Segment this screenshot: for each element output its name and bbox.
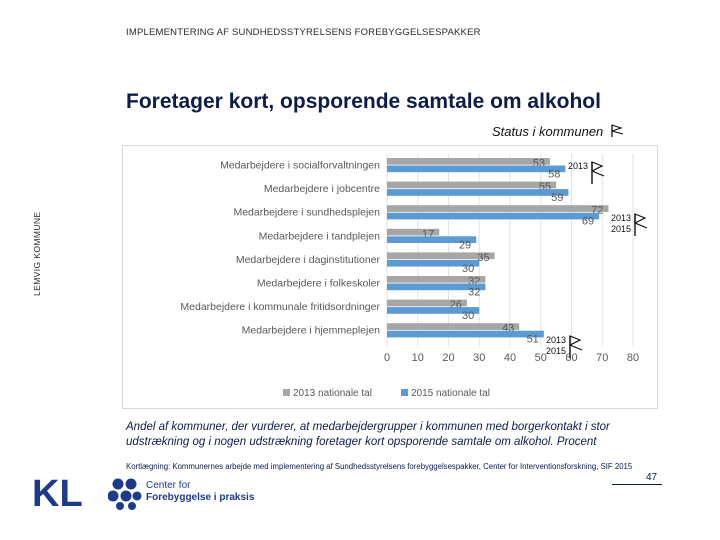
legend-label-0: 2013 nationale tal: [293, 388, 372, 399]
category-label-4: Medarbejdere i daginstitutioner: [236, 254, 381, 266]
bar-2013-5: [387, 276, 486, 283]
partner-logo-icon: [107, 476, 142, 515]
x-tick-label-2: 20: [442, 352, 454, 364]
bar-2015-5: [387, 283, 486, 291]
source-note: Kortlægning: Kommunernes arbejde med imp…: [126, 462, 633, 471]
data-label-2015-3: 29: [459, 239, 471, 251]
bar-2013-0: [387, 158, 550, 165]
data-label-2015-6: 30: [462, 310, 474, 322]
x-tick-label-1: 10: [412, 352, 424, 364]
flag-icon: [634, 213, 648, 236]
bar-2015-4: [387, 259, 480, 267]
page-number: 47: [646, 472, 658, 483]
bar-2013-6: [387, 299, 467, 307]
kl-logo-mark: KL: [32, 473, 83, 515]
x-tick-label-0: 0: [384, 352, 390, 364]
kl-logo: KL: [32, 472, 92, 517]
year-annotation-2: 2013 2015: [546, 335, 584, 359]
x-tick-label-4: 40: [504, 352, 516, 364]
data-label-2013-4: 35: [477, 252, 489, 264]
x-tick-label-8: 80: [627, 352, 639, 364]
x-tick-label-6: 60: [565, 352, 577, 364]
bar-2015-7: [387, 330, 544, 338]
data-label-2015-5: 32: [468, 287, 480, 299]
bar-chart: Medarbejdere i socialforvaltningen 5358Me…: [180, 154, 639, 399]
category-label-7: Medarbejdere i hjemmeplejen: [242, 325, 380, 337]
bar-2015-1: [387, 189, 569, 196]
data-label-2015-7: 51: [527, 334, 539, 346]
data-label-2015-1: 59: [551, 192, 563, 204]
year-annotation-0: 2013: [568, 161, 606, 185]
chart-frame: Medarbejdere i socialforvaltningen 53 58 Me…: [122, 145, 658, 409]
partner-logo-text: Center for Forebyggelse i praksis: [146, 480, 254, 504]
category-label-1: Medarbejdere i jobcentre: [264, 183, 380, 195]
chart-caption: Andel af kommuner, der vurderer, at meda…: [126, 421, 610, 448]
partner-line-1: Center for: [146, 480, 191, 491]
x-tick-label-7: 70: [596, 352, 608, 364]
category-label-3: Medarbejdere i tandplejen: [259, 230, 381, 242]
bar-2013-1: [387, 181, 557, 189]
category-label-0: Medarbejdere i socialforvaltningen: [220, 160, 380, 172]
bar-2015-6: [387, 307, 480, 314]
year-annotation-text-1: 2013 2015: [611, 213, 632, 234]
x-tick-label-3: 30: [473, 352, 485, 364]
bar-2013-7: [387, 323, 520, 330]
kl-logo-text: KL: [32, 473, 83, 512]
bar-2015-2: [387, 212, 600, 220]
year-annotation-text-2: 2013 2015: [546, 335, 567, 356]
legend-swatch-0: [283, 389, 290, 396]
bar-2013-3: [387, 228, 440, 236]
side-label: LEMVIG KOMMUNE: [32, 211, 42, 296]
page-title: Foretager kort, opsporende samtale om al…: [126, 90, 601, 113]
data-label-2015-4: 30: [462, 263, 474, 275]
legend-swatch-1: [401, 389, 408, 396]
category-label-2: Medarbejdere i sundhedsplejen: [233, 207, 380, 219]
flag-icon: [611, 124, 624, 137]
flag-icon: [591, 161, 605, 184]
header-label: IMPLEMENTERING AF SUNDHEDSSTYRELSENS FOR…: [126, 27, 481, 38]
category-label-5: Medarbejdere i folkeskoler: [257, 278, 381, 290]
bar-2015-3: [387, 236, 477, 243]
page-number-underline: [612, 484, 662, 485]
year-annotation-1: 2013 2015: [611, 213, 649, 237]
partner-line-2: Forebyggelse i praksis: [146, 492, 255, 503]
year-annotation-text-0: 2013: [568, 161, 589, 171]
category-label-6: Medarbejdere i kommunale fritidsordninge…: [180, 301, 380, 313]
bar-2013-4: [387, 252, 495, 260]
legend-label-1: 2015 nationale tal: [411, 388, 490, 399]
x-tick-label-5: 50: [535, 352, 547, 364]
data-label-2015-0: 58: [548, 169, 560, 181]
status-label: Status i kommunen: [492, 124, 625, 139]
status-label-text: Status i kommunen: [492, 124, 604, 139]
bar-2013-2: [387, 205, 609, 212]
data-label-2015-2: 69: [582, 216, 594, 228]
bar-2015-0: [387, 165, 566, 173]
flag-icon: [569, 335, 583, 358]
